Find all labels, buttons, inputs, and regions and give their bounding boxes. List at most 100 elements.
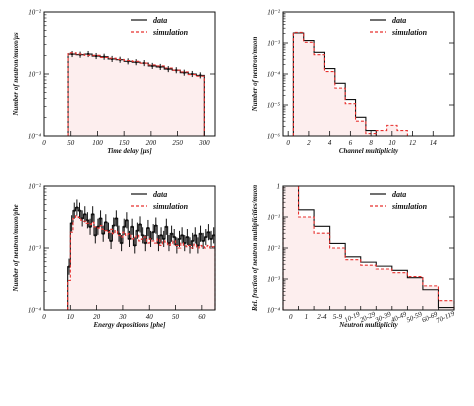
- x-tick-label: 200: [146, 139, 157, 147]
- data-point: [89, 225, 92, 228]
- x-tick-label: 2: [307, 139, 311, 147]
- data-point: [167, 242, 170, 245]
- data-point: [151, 64, 154, 67]
- y-axis-label: Number of neutron/muon: [251, 37, 259, 113]
- x-axis-label: Channel multiplicity: [339, 147, 399, 155]
- legend-label: data: [153, 16, 167, 25]
- x-tick-label: 150: [119, 139, 130, 147]
- chart-panel-3: 10⁻⁴ 10⁻³ 10⁻² 0 10 20 30 40 50 60 Energy depositi…: [12, 183, 216, 329]
- y-tick-label: 10⁻⁶: [267, 133, 281, 141]
- legend-label: simulation: [152, 202, 189, 211]
- x-tick-label: 40: [146, 313, 154, 321]
- x-tick-label: 300: [198, 139, 210, 147]
- data-series-line: [67, 206, 216, 310]
- data-point: [196, 244, 199, 247]
- data-point: [212, 234, 215, 237]
- data-point: [79, 53, 82, 56]
- data-point: [71, 53, 74, 56]
- data-point: [157, 242, 160, 245]
- data-point: [173, 236, 176, 239]
- data-point: [104, 221, 107, 224]
- data-point: [91, 213, 94, 216]
- data-point: [146, 227, 149, 230]
- chart-panel-2: 10⁻⁶ 10⁻⁵ 10⁻⁴ 10⁻³ 10⁻² 0 2 4 6 8 10 12 14 Channel m…: [251, 9, 455, 155]
- data-point: [107, 229, 110, 232]
- data-point: [143, 62, 146, 65]
- data-point: [95, 55, 98, 58]
- data-point: [99, 217, 102, 220]
- x-tick-label: 60: [198, 313, 206, 321]
- legend-label: simulation: [152, 28, 189, 37]
- x-tick-label: 2-4: [317, 313, 327, 321]
- x-axis-label: Time delay [μs]: [107, 147, 152, 155]
- x-tick-label: 100: [92, 139, 103, 147]
- data-point: [75, 206, 78, 209]
- data-point: [178, 237, 181, 240]
- data-point: [111, 57, 114, 60]
- data-point: [152, 231, 155, 234]
- data-point: [81, 217, 84, 220]
- data-point: [141, 234, 144, 237]
- data-point: [181, 234, 184, 237]
- data-point: [139, 223, 142, 226]
- data-point: [112, 224, 115, 227]
- data-point: [183, 71, 186, 74]
- legend-label: data: [392, 16, 406, 25]
- x-tick-label: 0: [286, 139, 290, 147]
- y-axis-label: Rel. fraction of neutron multiplicities/…: [251, 185, 259, 312]
- x-tick-label: 5-9: [333, 313, 343, 321]
- data-point: [165, 225, 168, 228]
- y-tick-label: 10⁻³: [28, 245, 42, 253]
- data-point: [96, 225, 99, 228]
- y-tick-label: 10⁻²: [28, 9, 42, 17]
- y-tick-label: 10⁻³: [267, 276, 281, 284]
- x-axis-label: Neutron multiplicity: [338, 321, 398, 329]
- data-point: [159, 65, 162, 68]
- x-tick-label: 0: [289, 313, 293, 321]
- x-tick-label: 10: [67, 313, 75, 321]
- simulation-series-line: [67, 52, 205, 136]
- data-point: [175, 69, 178, 72]
- legend-label: simulation: [391, 28, 428, 37]
- data-point: [102, 232, 105, 235]
- simulation-fill: [67, 215, 215, 310]
- data-point: [125, 219, 128, 222]
- legend-label: data: [392, 190, 406, 199]
- x-tick-label: 30: [118, 313, 127, 321]
- x-tick-label: 4: [328, 139, 332, 147]
- data-point: [136, 229, 139, 232]
- data-point: [202, 239, 205, 242]
- data-point: [191, 239, 194, 242]
- y-tick-label: 10⁻³: [28, 71, 42, 79]
- x-tick-label: 14: [430, 139, 438, 147]
- y-tick-label: 1: [277, 183, 281, 191]
- y-tick-label: 10⁻⁵: [267, 102, 281, 110]
- data-point: [115, 217, 118, 220]
- data-point: [117, 232, 120, 235]
- data-point: [94, 234, 97, 237]
- data-point: [135, 61, 138, 64]
- x-tick-label: 0: [42, 313, 46, 321]
- data-point: [131, 225, 134, 228]
- x-tick-label: 50: [67, 139, 75, 147]
- data-point: [160, 234, 163, 237]
- x-tick-label: 70-119: [435, 309, 456, 325]
- x-tick-label: 12: [409, 139, 417, 147]
- x-tick-label: 0: [42, 139, 46, 147]
- data-point: [128, 237, 131, 240]
- data-point: [78, 209, 81, 212]
- x-tick-label: 8: [369, 139, 373, 147]
- x-axis-label: Energy depositions [phe]: [93, 321, 167, 329]
- data-point: [183, 242, 186, 245]
- data-point: [133, 244, 136, 247]
- y-tick-label: 10⁻⁴: [267, 71, 281, 79]
- data-point: [67, 265, 70, 268]
- data-point: [120, 242, 123, 245]
- y-tick-label: 10⁻²: [267, 245, 281, 253]
- data-point: [199, 74, 202, 77]
- data-point: [154, 224, 157, 227]
- data-point: [186, 236, 189, 239]
- x-tick-label: 50: [172, 313, 180, 321]
- data-point: [167, 68, 170, 71]
- y-tick-label: 10⁻⁴: [267, 307, 281, 315]
